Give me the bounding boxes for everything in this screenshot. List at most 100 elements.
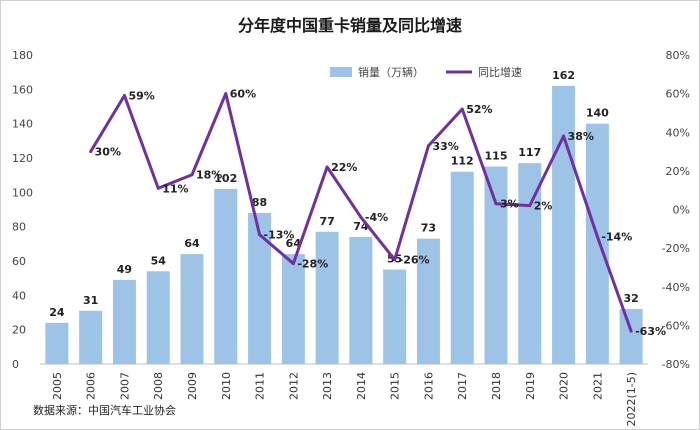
growth-point: [426, 144, 430, 148]
x-axis-tick-label: 2022(1-5): [625, 372, 638, 427]
legend-label-bars: 销量（万辆）: [358, 65, 424, 79]
growth-value-label: 22%: [331, 161, 357, 174]
growth-value-label: -63%: [635, 325, 666, 338]
left-axis-tick-label: 80: [12, 221, 26, 234]
x-axis-tick-label: 2014: [355, 372, 368, 400]
bar: [281, 254, 305, 364]
bar: [585, 123, 609, 365]
left-axis-tick-label: 0: [12, 358, 19, 371]
growth-point: [190, 173, 194, 177]
growth-value-label: 38%: [568, 130, 594, 143]
bar-value-label: 32: [623, 292, 638, 305]
growth-point: [595, 235, 599, 239]
x-axis-tick-label: 2019: [524, 372, 537, 400]
growth-point: [393, 258, 397, 262]
bar-value-label: 115: [485, 150, 508, 163]
bar-value-label: 73: [421, 222, 436, 235]
right-axis-tick-label: 20%: [666, 165, 690, 178]
bar: [349, 236, 373, 364]
bar-value-label: 162: [552, 69, 575, 82]
x-axis-tick-label: 2020: [558, 372, 571, 400]
growth-point: [562, 134, 566, 138]
growth-value-label: -14%: [601, 231, 632, 244]
growth-value-label: -13%: [264, 229, 295, 242]
right-axis-tick-label: 40%: [666, 126, 690, 139]
growth-value-label: -28%: [297, 258, 328, 271]
right-axis-tick-label: 80%: [666, 49, 690, 62]
bar-value-label: 140: [586, 107, 609, 120]
x-axis-tick-label: 2016: [422, 372, 435, 400]
growth-value-label: 2%: [534, 200, 553, 213]
bar: [552, 85, 576, 365]
x-axis-tick-label: 2009: [186, 372, 199, 400]
bar: [112, 279, 136, 364]
x-axis-tick-label: 2008: [152, 372, 165, 400]
growth-point: [156, 186, 160, 190]
bar: [383, 269, 407, 364]
left-axis-tick-label: 60: [12, 255, 26, 268]
bar-value-label: 77: [319, 215, 334, 228]
bar: [518, 163, 542, 364]
bar: [416, 238, 440, 364]
growth-point: [629, 329, 633, 333]
right-axis-tick-label: -20%: [662, 242, 690, 255]
x-axis-tick-label: 2005: [51, 372, 64, 400]
x-axis-tick-label: 2007: [118, 372, 131, 400]
growth-value-label: 60%: [230, 88, 256, 101]
x-axis-tick-label: 2017: [456, 372, 469, 400]
growth-value-label: 30%: [95, 146, 121, 159]
right-axis-tick-label: -40%: [662, 281, 690, 294]
growth-value-label: 11%: [162, 182, 188, 195]
growth-point: [122, 94, 126, 98]
left-axis-tick-label: 100: [12, 186, 33, 199]
growth-point: [224, 92, 228, 96]
growth-value-label: 3%: [500, 198, 519, 211]
growth-point: [291, 262, 295, 266]
right-axis-tick-label: -80%: [662, 358, 690, 371]
growth-point: [460, 107, 464, 111]
bar-value-label: 88: [252, 196, 267, 209]
chart-title: 分年度中国重卡销量及同比增速: [237, 16, 462, 35]
bar-value-label: 112: [451, 155, 474, 168]
right-axis-tick-label: 60%: [666, 88, 690, 101]
right-axis-tick-label: -60%: [662, 319, 690, 332]
x-axis-tick-label: 2013: [321, 372, 334, 400]
bar: [214, 188, 238, 364]
x-axis-tick-label: 2021: [591, 372, 604, 400]
legend-label-line: 同比增速: [478, 65, 522, 79]
growth-value-label: 33%: [432, 140, 458, 153]
x-axis-tick-label: 2012: [287, 372, 300, 400]
growth-point: [325, 165, 329, 169]
right-axis-tick-label: 0%: [673, 204, 690, 217]
bar: [315, 231, 339, 364]
bar-value-label: 24: [49, 306, 65, 319]
x-axis-tick-label: 2015: [389, 372, 402, 400]
bar-value-label: 49: [117, 263, 132, 276]
growth-point: [528, 204, 532, 208]
x-axis-tick-label: 2006: [85, 372, 98, 400]
bar-value-label: 31: [83, 294, 98, 307]
left-axis-tick-label: 20: [12, 324, 26, 337]
growth-value-label: 52%: [466, 103, 492, 116]
x-axis-tick-label: 2018: [490, 372, 503, 400]
left-axis-tick-label: 120: [12, 152, 33, 165]
growth-value-label: -26%: [399, 254, 430, 267]
data-source-note: 数据来源：中国汽车工业协会: [33, 404, 176, 417]
growth-value-label: -4%: [365, 211, 388, 224]
left-axis-tick-label: 180: [12, 49, 33, 62]
growth-point: [359, 215, 363, 219]
growth-value-label: 18%: [196, 169, 222, 182]
bar-value-label: 64: [184, 237, 200, 250]
bar-value-label: 64: [286, 237, 302, 250]
growth-point: [258, 233, 262, 237]
growth-point: [89, 150, 93, 154]
bar-value-label: 54: [151, 254, 167, 267]
left-axis-tick-label: 140: [12, 118, 33, 131]
growth-point: [494, 202, 498, 206]
bar: [619, 309, 643, 364]
left-axis-tick-label: 160: [12, 83, 33, 96]
bar-value-label: 102: [214, 172, 237, 185]
left-axis-tick-label: 40: [12, 289, 26, 302]
bar: [79, 310, 103, 364]
